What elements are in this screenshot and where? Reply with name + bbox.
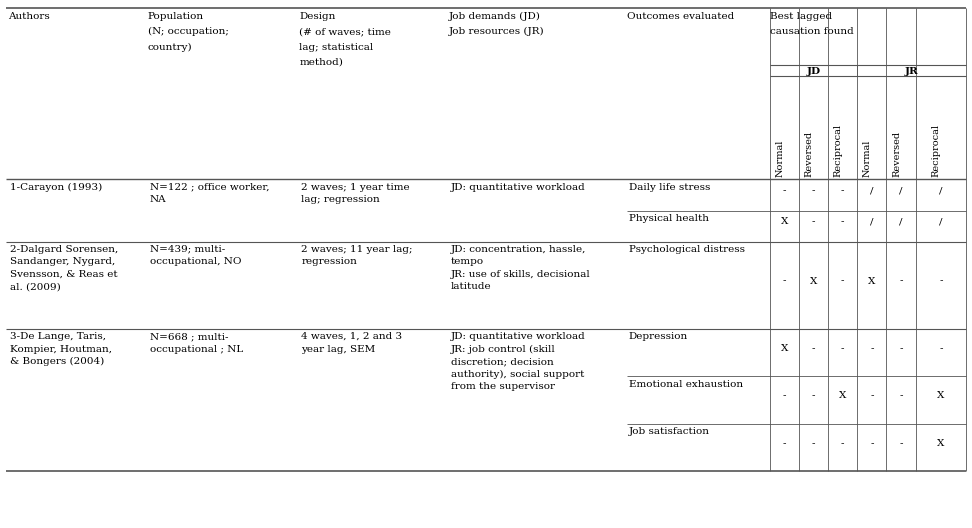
Text: -: - [870,391,874,400]
Text: Job satisfaction: Job satisfaction [629,427,710,436]
Text: -: - [899,439,903,448]
Text: country): country) [148,43,192,52]
Text: -: - [812,439,816,448]
Text: /: / [939,218,943,227]
Text: Outcomes evaluated: Outcomes evaluated [627,12,734,21]
Text: Job resources (JR): Job resources (JR) [449,27,544,36]
Text: -: - [841,186,845,195]
Text: 1-Carayon (1993): 1-Carayon (1993) [10,183,102,192]
Text: Physical health: Physical health [629,214,709,223]
Text: JR: JR [905,67,919,76]
Text: causation found: causation found [770,27,853,36]
Text: Normal: Normal [863,139,872,177]
Text: JD: quantitative workload: JD: quantitative workload [451,183,586,192]
Text: -: - [782,391,786,400]
Text: Best lagged: Best lagged [770,12,832,21]
Text: Daily life stress: Daily life stress [629,183,711,192]
Text: /: / [899,218,903,227]
Text: X: X [810,277,817,286]
Text: X: X [781,344,788,353]
Text: -: - [782,186,786,195]
Text: Population: Population [148,12,204,21]
Text: -: - [899,344,903,353]
Text: 2 waves; 1 year time
lag; regression: 2 waves; 1 year time lag; regression [301,183,410,204]
Text: -: - [841,344,845,353]
Text: Psychological distress: Psychological distress [629,245,745,254]
Text: -: - [870,439,874,448]
Text: -: - [841,439,845,448]
Text: Reversed: Reversed [805,130,814,177]
Text: (N; occupation;: (N; occupation; [148,27,228,36]
Text: -: - [782,277,786,286]
Text: Emotional exhaustion: Emotional exhaustion [629,380,743,389]
Text: N=439; multi-
occupational, NO: N=439; multi- occupational, NO [150,245,241,267]
Text: Design: Design [299,12,335,21]
Text: -: - [899,391,903,400]
Text: Authors: Authors [8,12,50,21]
Text: N=122 ; office worker,
NA: N=122 ; office worker, NA [150,183,269,204]
Text: -: - [782,439,786,448]
Text: N=668 ; multi-
occupational ; NL: N=668 ; multi- occupational ; NL [150,332,243,354]
Text: JD: JD [807,67,820,76]
Text: /: / [870,218,874,227]
Text: -: - [812,391,816,400]
Text: -: - [899,277,903,286]
Text: JD: quantitative workload
JR: job control (skill
discretion; decision
authority): JD: quantitative workload JR: job contro… [451,332,586,391]
Text: lag; statistical: lag; statistical [299,43,373,52]
Text: 4 waves, 1, 2 and 3
year lag, SEM: 4 waves, 1, 2 and 3 year lag, SEM [301,332,402,354]
Text: -: - [841,277,845,286]
Text: /: / [899,186,903,195]
Text: -: - [841,218,845,227]
Text: Depression: Depression [629,332,688,341]
Text: -: - [812,344,816,353]
Text: X: X [781,218,788,227]
Text: 2-Dalgard Sorensen,
Sandanger, Nygard,
Svensson, & Reas et
al. (2009): 2-Dalgard Sorensen, Sandanger, Nygard, S… [10,245,118,291]
Text: -: - [870,344,874,353]
Text: -: - [939,344,943,353]
Text: -: - [812,218,816,227]
Text: Reversed: Reversed [892,130,901,177]
Text: Reciprocal: Reciprocal [834,124,843,177]
Text: -: - [812,186,816,195]
Text: -: - [939,277,943,286]
Text: X: X [839,391,847,400]
Text: 2 waves; 11 year lag;
regression: 2 waves; 11 year lag; regression [301,245,413,267]
Text: X: X [937,439,945,448]
Text: JD: concentration, hassle,
tempo
JR: use of skills, decisional
latitude: JD: concentration, hassle, tempo JR: use… [451,245,591,291]
Text: X: X [937,391,945,400]
Text: Reciprocal: Reciprocal [932,124,941,177]
Text: /: / [939,186,943,195]
Text: Normal: Normal [776,139,784,177]
Text: (# of waves; time: (# of waves; time [299,27,392,36]
Text: X: X [868,277,876,286]
Text: Job demands (JD): Job demands (JD) [449,12,541,21]
Text: /: / [870,186,874,195]
Text: 3-De Lange, Taris,
Kompier, Houtman,
& Bongers (2004): 3-De Lange, Taris, Kompier, Houtman, & B… [10,332,112,366]
Text: method): method) [299,58,343,67]
